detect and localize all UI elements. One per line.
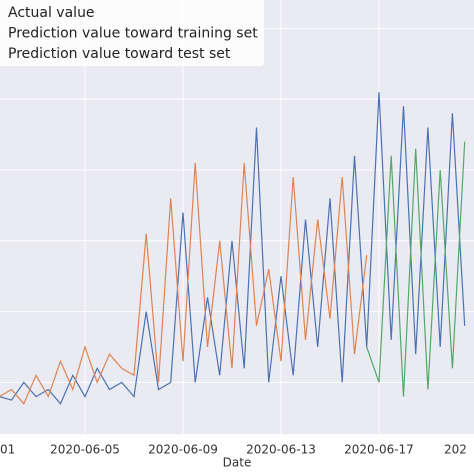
plot-area	[0, 0, 474, 434]
x-tick-label: 01	[0, 443, 15, 457]
series-line	[366, 141, 466, 397]
legend-label: Prediction value toward test set	[8, 46, 231, 62]
x-tick-label: 2020-06-13	[246, 443, 316, 457]
x-tick-label: 202	[444, 443, 467, 457]
legend-box	[0, 0, 264, 66]
legend: Actual value Prediction value toward trai…	[0, 0, 264, 66]
x-tick-label: 2020-06-05	[50, 443, 120, 457]
legend-label: Actual value	[8, 5, 95, 21]
legend-label: Prediction value toward training set	[8, 26, 258, 42]
series-line	[0, 92, 466, 405]
x-tick-label: 2020-06-17	[344, 443, 414, 457]
x-axis-label: Date	[223, 456, 252, 470]
series-line	[0, 162, 368, 405]
lines	[0, 92, 466, 405]
x-tick-label: 2020-06-09	[148, 443, 218, 457]
